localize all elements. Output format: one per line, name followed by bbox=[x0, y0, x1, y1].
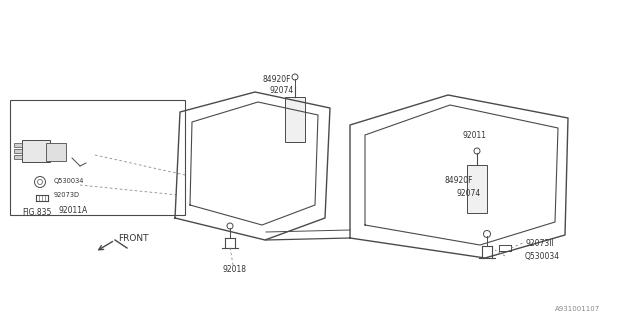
Text: A931001107: A931001107 bbox=[555, 306, 600, 312]
Text: Q530034: Q530034 bbox=[54, 178, 84, 184]
Text: 92073II: 92073II bbox=[525, 238, 554, 247]
Bar bbox=[10, 100, 185, 215]
Text: Q530034: Q530034 bbox=[525, 252, 560, 260]
Text: 92011: 92011 bbox=[462, 131, 486, 140]
Bar bbox=[22, 140, 50, 162]
Text: FIG.835: FIG.835 bbox=[22, 208, 51, 217]
Bar bbox=[46, 143, 66, 161]
Text: 92011A: 92011A bbox=[58, 206, 87, 215]
Text: 84920F: 84920F bbox=[262, 75, 291, 84]
Text: 92073D: 92073D bbox=[54, 192, 80, 198]
Bar bbox=[467, 165, 487, 213]
Bar bbox=[14, 155, 22, 159]
Text: 84920F: 84920F bbox=[444, 175, 472, 185]
Text: 92074: 92074 bbox=[269, 86, 293, 95]
Bar bbox=[14, 143, 22, 147]
Text: 92018: 92018 bbox=[222, 265, 246, 274]
Bar bbox=[285, 97, 305, 142]
Text: FRONT: FRONT bbox=[118, 234, 148, 243]
Bar bbox=[14, 149, 22, 153]
Text: 92074: 92074 bbox=[456, 188, 480, 197]
